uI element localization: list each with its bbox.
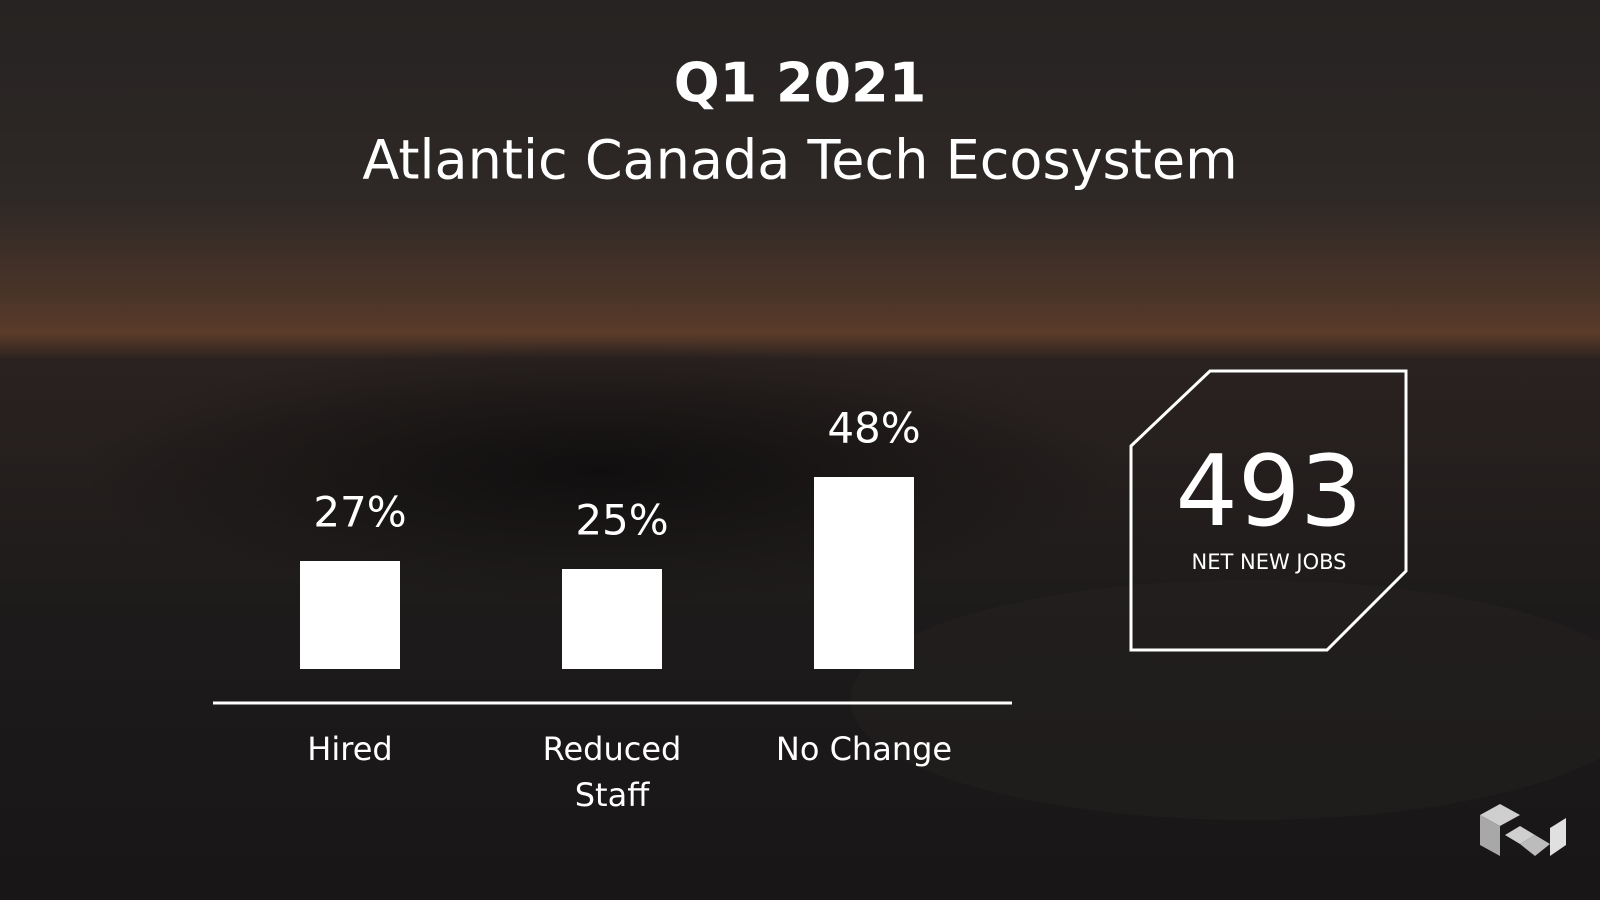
category-label: Hired	[307, 730, 393, 768]
logo-part	[1480, 815, 1500, 856]
bar	[814, 477, 914, 669]
logo-part	[1520, 835, 1550, 856]
value-label: 27%	[313, 488, 406, 537]
category-label: No Change	[775, 730, 953, 768]
logo	[1480, 804, 1566, 856]
bar	[562, 569, 662, 669]
callout-frame	[1129, 369, 1408, 652]
category-label: Reduced Staff	[542, 730, 682, 814]
water-highlight	[850, 580, 1600, 820]
callout-value: 493	[1175, 435, 1362, 549]
value-label: 25%	[575, 496, 668, 545]
chart-subtitle: Atlantic Canada Tech Ecosystem	[362, 129, 1237, 192]
callout-label: NET NEW JOBS	[1192, 550, 1347, 574]
value-label: 48%	[827, 404, 920, 453]
bar	[300, 561, 400, 669]
chart-title: Q1 2021	[674, 52, 927, 115]
logo-part	[1550, 818, 1566, 856]
wave-shadow	[80, 340, 1120, 600]
